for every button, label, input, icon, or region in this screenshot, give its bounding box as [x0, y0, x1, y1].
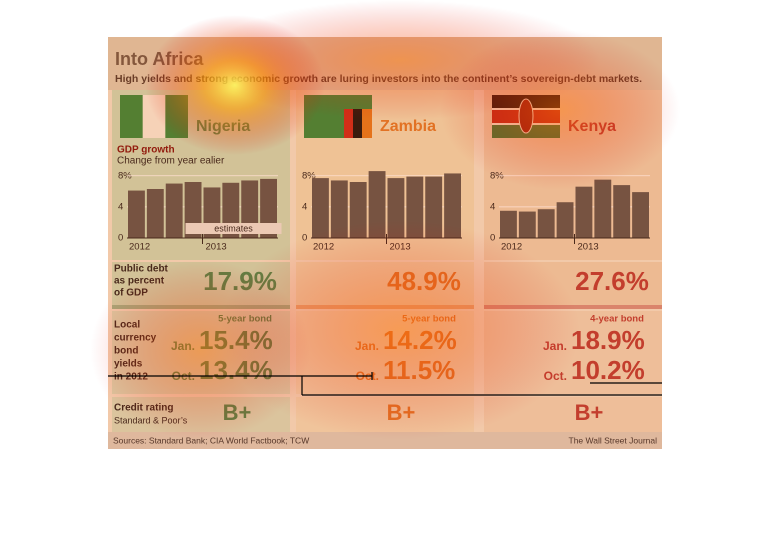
debt-label: of GDP — [114, 288, 148, 299]
subtitle: High yields and strong economic growth a… — [115, 73, 642, 85]
bond-label: currency — [114, 333, 157, 344]
bar — [518, 211, 536, 238]
oct-yield: 13.4% — [199, 355, 273, 385]
divider — [112, 305, 290, 309]
divider — [296, 305, 474, 309]
x-label: 2013 — [578, 242, 599, 253]
x-label: 2012 — [129, 242, 150, 253]
bar — [368, 171, 386, 238]
bar — [165, 183, 183, 238]
rating: B+ — [575, 400, 604, 425]
flag — [344, 109, 353, 138]
y-tick-label: 4 — [490, 201, 495, 212]
bar — [425, 176, 443, 238]
column-bg — [296, 397, 474, 432]
estimates-label: estimates — [214, 223, 253, 233]
divider — [484, 305, 662, 309]
bar — [349, 182, 367, 238]
gdp-subtitle: Change from year ealier — [117, 156, 225, 167]
oct-label: Oct. — [544, 369, 567, 383]
bond-type: 5-year bond — [218, 314, 272, 325]
bar — [594, 179, 612, 238]
debt-label: as percent — [114, 276, 165, 287]
title: Into Africa — [115, 49, 204, 69]
debt-value: 27.6% — [575, 266, 649, 296]
bar — [330, 180, 348, 238]
bond-type: 4-year bond — [590, 314, 644, 325]
column-bg — [484, 397, 662, 432]
jan-yield: 14.2% — [383, 325, 457, 355]
source: Sources: Standard Bank; CIA World Factbo… — [113, 435, 309, 445]
x-label: 2013 — [390, 242, 411, 253]
bar — [575, 186, 593, 238]
jan-label: Jan. — [543, 339, 567, 353]
rating: B+ — [387, 400, 416, 425]
jan-label: Jan. — [171, 339, 195, 353]
bar — [613, 185, 631, 238]
rating-title: Credit rating — [114, 403, 173, 414]
debt-value: 17.9% — [203, 266, 277, 296]
debt-value: 48.9% — [387, 266, 461, 296]
debt-label: Public debt — [114, 264, 169, 275]
country-name: Zambia — [380, 118, 436, 135]
bar — [500, 210, 517, 238]
bar — [537, 209, 555, 238]
country-name: Nigeria — [196, 118, 250, 135]
bond-label: Local — [114, 320, 140, 331]
bar — [128, 190, 145, 238]
publisher: The Wall Street Journal — [569, 435, 658, 445]
bar — [632, 192, 649, 238]
oct-yield: 11.5% — [383, 355, 455, 385]
y-tick-label: 0 — [490, 233, 495, 244]
jan-label: Jan. — [355, 339, 379, 353]
y-tick-label: 8% — [118, 170, 132, 181]
country-name: Kenya — [568, 118, 616, 135]
x-label: 2012 — [313, 242, 334, 253]
y-tick-label: 4 — [118, 201, 123, 212]
y-tick-label: 8% — [302, 170, 316, 181]
flag — [362, 109, 372, 138]
bar — [406, 176, 424, 238]
bar — [387, 178, 405, 238]
gdp-title: GDP growth — [117, 145, 175, 156]
x-label: 2013 — [206, 242, 227, 253]
flag — [518, 98, 534, 134]
x-label: 2012 — [501, 242, 522, 253]
rating-source: Standard & Poor’s — [114, 415, 188, 425]
rating: B+ — [223, 400, 252, 425]
y-tick-label: 0 — [118, 233, 123, 244]
jan-yield: 18.9% — [571, 325, 645, 355]
jan-yield: 15.4% — [199, 325, 273, 355]
y-tick-label: 4 — [302, 201, 307, 212]
oct-yield: 10.2% — [571, 355, 645, 385]
bond-type: 5-year bond — [402, 314, 456, 325]
flag — [353, 109, 362, 138]
bar — [312, 178, 329, 238]
bar — [444, 173, 461, 238]
bar — [556, 202, 574, 238]
bond-label: bond — [114, 346, 138, 357]
bond-label: in 2012 — [114, 372, 148, 383]
bond-label: yields — [114, 359, 143, 370]
bar — [146, 189, 164, 238]
y-tick-label: 0 — [302, 233, 307, 244]
flag — [142, 95, 166, 138]
